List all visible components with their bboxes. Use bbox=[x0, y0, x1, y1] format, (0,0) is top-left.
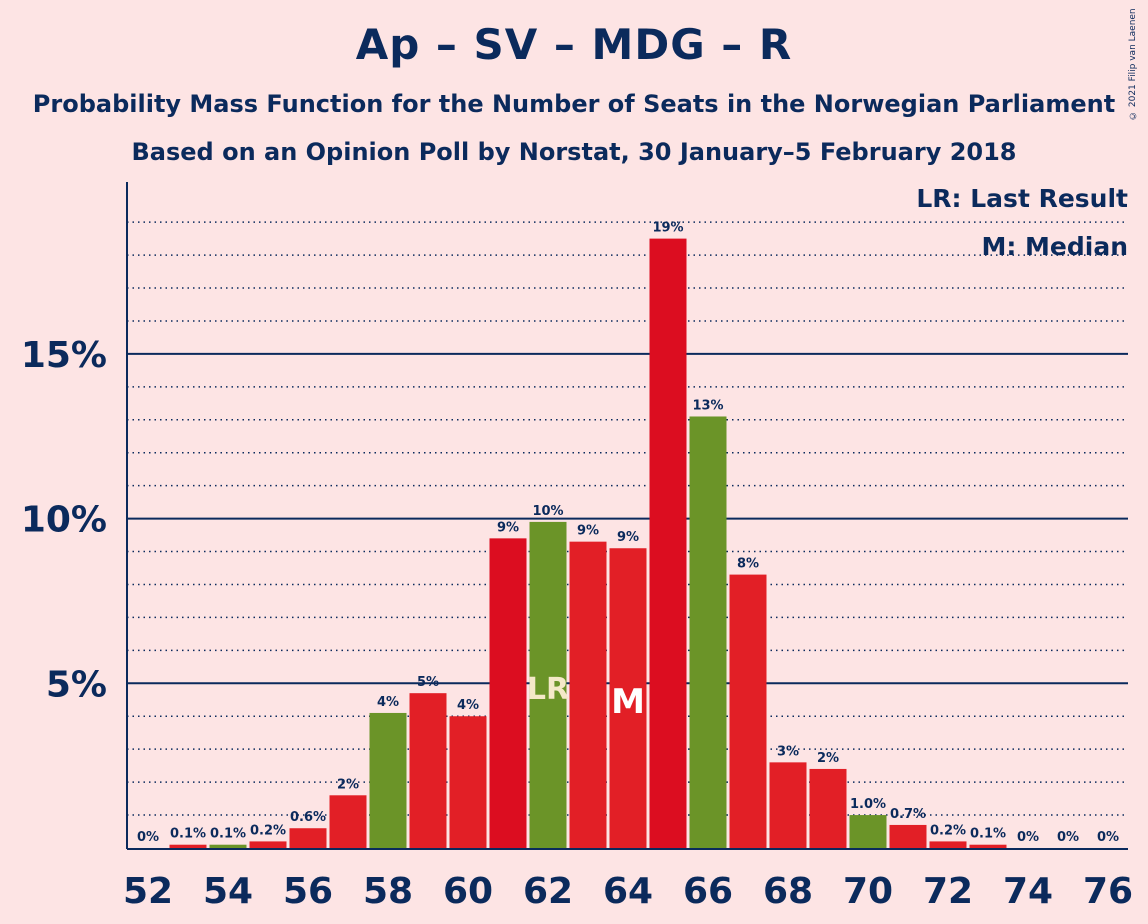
bar bbox=[849, 815, 887, 848]
bar bbox=[449, 716, 487, 848]
bar-value-label: 0.1% bbox=[170, 827, 206, 842]
x-tick-label: 70 bbox=[843, 871, 893, 912]
x-tick-label: 76 bbox=[1083, 871, 1133, 912]
bar bbox=[929, 841, 967, 848]
chart-subtitle: Probability Mass Function for the Number… bbox=[32, 90, 1116, 118]
bar-value-label: 0.2% bbox=[250, 823, 286, 838]
bar bbox=[209, 844, 247, 848]
y-tick-label: 10% bbox=[21, 500, 107, 541]
y-tick-label: 5% bbox=[46, 664, 107, 705]
y-tick-label: 15% bbox=[21, 335, 107, 376]
x-tick-label: 62 bbox=[523, 871, 573, 912]
bar bbox=[649, 238, 687, 849]
bar-value-label: 4% bbox=[457, 698, 479, 713]
bar-value-label: 2% bbox=[817, 751, 839, 766]
bar bbox=[689, 416, 727, 848]
bar-value-label: 8% bbox=[737, 557, 759, 572]
bar-value-label: 9% bbox=[617, 530, 639, 545]
legend-last-result: LR: Last Result bbox=[916, 184, 1128, 213]
bar-value-label: 0.1% bbox=[210, 827, 246, 842]
bar-value-label: 1.0% bbox=[850, 797, 886, 812]
bar-value-label: 10% bbox=[532, 504, 563, 519]
x-tick-label: 60 bbox=[443, 871, 493, 912]
bar-value-label: 4% bbox=[377, 695, 399, 710]
last-result-marker: LR bbox=[527, 672, 569, 707]
bar bbox=[889, 824, 927, 848]
bar bbox=[809, 768, 847, 848]
bar bbox=[969, 844, 1007, 848]
bar bbox=[169, 844, 207, 848]
bar bbox=[569, 541, 607, 848]
bar-value-label: 13% bbox=[692, 398, 723, 413]
bar bbox=[289, 828, 327, 848]
x-tick-label: 58 bbox=[363, 871, 413, 912]
x-tick-label: 56 bbox=[283, 871, 333, 912]
median-marker: M bbox=[611, 682, 645, 722]
bar-value-label: 3% bbox=[777, 744, 799, 759]
axes: 5% 10% 15% 52 54 56 58 60 62 64 66 68 70 72 74 76 bbox=[21, 182, 1133, 912]
bar-value-label: 0% bbox=[1017, 830, 1039, 845]
bar-value-label: 9% bbox=[577, 524, 599, 539]
bar-value-label: 0.6% bbox=[290, 810, 326, 825]
x-tick-label: 68 bbox=[763, 871, 813, 912]
bar-value-label: 0% bbox=[1097, 830, 1119, 845]
legend-median: M: Median bbox=[981, 232, 1128, 261]
bar bbox=[489, 538, 527, 848]
bar-value-label: 5% bbox=[417, 675, 439, 690]
bar-value-label: 0.7% bbox=[890, 807, 926, 822]
bar-value-label: 0.1% bbox=[970, 827, 1006, 842]
x-tick-label: 66 bbox=[683, 871, 733, 912]
x-tick-label: 64 bbox=[603, 871, 653, 912]
bar-value-label: 0% bbox=[1057, 830, 1079, 845]
bars: 0% 0.1% 0.1% 0.2% 0.6% 2% 4% 5% 4% 9% 10% 9% 9% 19% 13… bbox=[137, 221, 1119, 849]
bar-value-label: 2% bbox=[337, 777, 359, 792]
bar-value-label: 19% bbox=[652, 221, 683, 236]
bar bbox=[369, 712, 407, 848]
x-tick-label: 52 bbox=[123, 871, 173, 912]
chart-title: Ap – SV – MDG – R bbox=[355, 20, 793, 69]
chart-subtitle-source: Based on an Opinion Poll by Norstat, 30 … bbox=[131, 138, 1017, 166]
bar bbox=[409, 693, 447, 848]
bar bbox=[609, 548, 647, 848]
bar bbox=[249, 841, 287, 848]
bar bbox=[729, 574, 767, 848]
bar-value-label: 0% bbox=[137, 830, 159, 845]
bar-value-label: 9% bbox=[497, 520, 519, 535]
x-tick-label: 74 bbox=[1003, 871, 1053, 912]
x-tick-label: 54 bbox=[203, 871, 253, 912]
x-tick-label: 72 bbox=[923, 871, 973, 912]
bar-value-label: 0.2% bbox=[930, 823, 966, 838]
bar bbox=[329, 795, 367, 848]
bar bbox=[529, 521, 567, 848]
bar bbox=[769, 762, 807, 848]
